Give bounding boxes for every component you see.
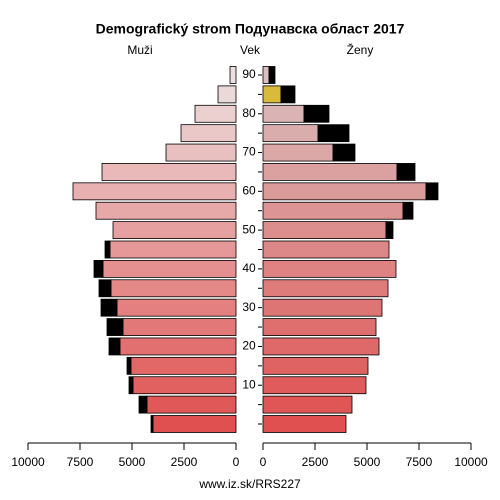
bar [262,201,404,220]
bar [262,356,369,375]
bar [262,182,427,201]
bar-excess [138,395,148,414]
x-tick-label: 7500 [67,455,94,469]
bar [262,298,383,317]
bar-excess [396,163,416,181]
bar [102,259,237,278]
chart-title: Demografický strom Подунавска област 201… [96,21,405,37]
bar [165,143,237,162]
right-label: Ženy [347,42,374,57]
bar-excess [104,240,111,259]
bar [116,298,237,317]
x-tick-label: 10000 [454,455,488,469]
bar-excess [425,182,439,201]
bar [119,337,237,356]
bar-excess [280,85,296,104]
bar [101,163,237,181]
bar [180,124,237,143]
y-tick-label: 10 [242,377,256,391]
y-tick-label: 20 [242,339,256,353]
bar [229,66,237,84]
bar [130,356,237,375]
x-tick-label: 2500 [171,455,198,469]
bar-excess [106,318,124,336]
bar-excess [93,259,104,278]
bar [262,143,334,162]
bar [152,415,237,433]
bar [262,66,270,84]
bar-excess [402,201,414,220]
left-label: Muži [127,43,152,57]
bar [262,415,347,433]
bar-excess [128,376,134,395]
bar [262,221,387,240]
bar [109,240,237,259]
bar [194,104,237,123]
bar [262,259,397,278]
x-tick-label: 0 [260,455,267,469]
y-tick-label: 60 [242,184,256,198]
bar [262,163,398,181]
x-tick-label: 7500 [406,455,433,469]
bar [262,240,390,259]
bar [262,337,380,356]
bar [262,395,353,414]
bar-excess [317,124,350,143]
bar [132,376,237,395]
x-tick-label: 10000 [11,455,45,469]
bar-excess [150,415,154,433]
bar [95,201,237,220]
y-tick-label: 30 [242,300,256,314]
x-tick-label: 5000 [119,455,146,469]
y-tick-label: 50 [242,222,256,236]
bar [262,279,389,298]
bar [262,318,377,336]
bar [262,124,319,143]
bar-excess [332,143,356,162]
bar [112,221,237,240]
source: www.iz.sk/RRS227 [198,477,301,491]
x-tick-label: 2500 [302,455,329,469]
bar [262,104,305,123]
bar [122,318,237,336]
bar-excess [100,298,118,317]
y-tick-label: 40 [242,261,256,275]
bar-excess [108,337,121,356]
bar [146,395,237,414]
y-tick-label: 70 [242,145,256,159]
bar-excess [126,356,132,375]
bar-excess [98,279,112,298]
center-label: Vek [240,43,261,57]
x-tick-label: 5000 [354,455,381,469]
bar [262,376,367,395]
y-tick-label: 80 [242,106,256,120]
bar-excess [385,221,394,240]
bar-excess [303,104,330,123]
bar [217,85,237,104]
x-tick-label: 0 [233,455,240,469]
bar [72,182,237,201]
bar [262,85,282,104]
bar [110,279,237,298]
y-tick-label: 90 [242,67,256,81]
bar-excess [268,66,276,84]
